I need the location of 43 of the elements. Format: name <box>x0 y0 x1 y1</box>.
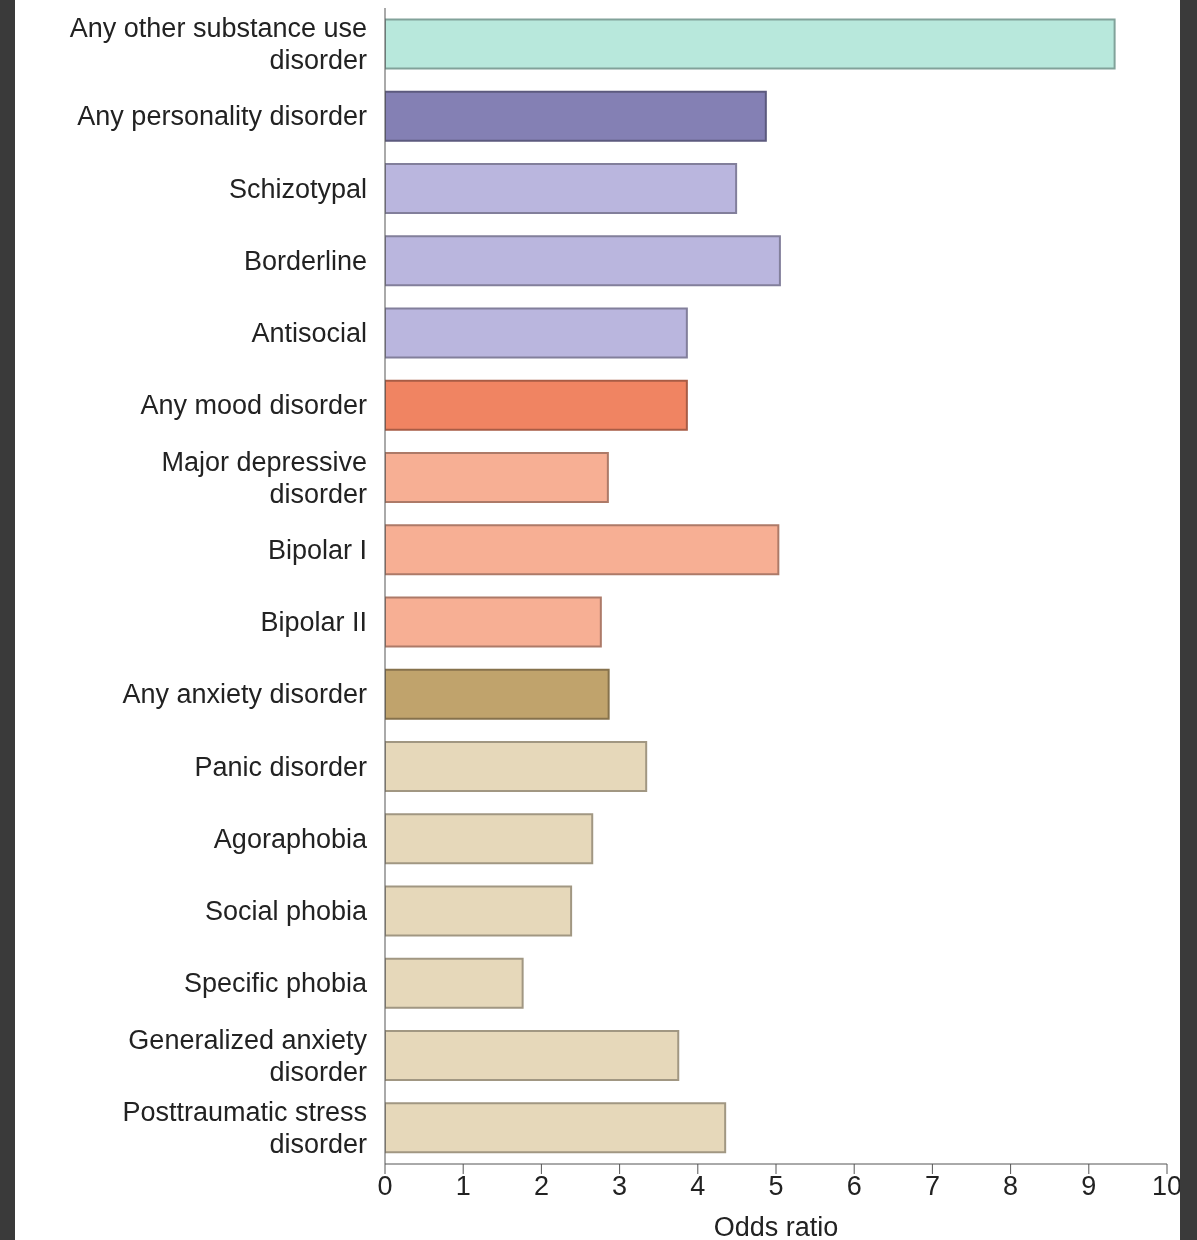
x-tick-label: 3 <box>612 1171 628 1202</box>
bar <box>385 452 609 504</box>
bar <box>385 741 648 793</box>
y-tick-label: Antisocial <box>251 318 367 349</box>
x-tick-label: 4 <box>690 1171 706 1202</box>
y-tick-label: Any other substance use disorder <box>69 13 368 76</box>
y-tick-label: Any personality disorder <box>77 101 367 132</box>
x-axis-title: Odds ratio <box>713 1212 839 1240</box>
y-tick-label: Bipolar I <box>267 534 367 565</box>
bar <box>385 596 602 648</box>
bar <box>385 307 688 359</box>
bar <box>385 90 767 142</box>
x-tick-label: 1 <box>455 1171 471 1202</box>
bar <box>385 813 594 865</box>
y-tick-label: Posttraumatic stress disorder <box>122 1096 368 1159</box>
x-tick-label: 2 <box>533 1171 549 1202</box>
y-tick-label: Schizotypal <box>228 173 367 204</box>
bar <box>385 957 524 1009</box>
y-tick-label: Any anxiety disorder <box>122 679 368 710</box>
y-tick-label: Major depressive disorder <box>161 446 368 509</box>
x-tick-label: 6 <box>846 1171 862 1202</box>
y-tick-label: Specific phobia <box>183 968 368 999</box>
y-tick-label: Social phobia <box>204 896 368 927</box>
bar <box>385 1030 680 1082</box>
bar <box>385 18 1116 70</box>
y-tick-label: Agoraphobia <box>213 823 368 854</box>
bar <box>385 379 688 431</box>
y-tick-label: Any mood disorder <box>140 390 367 421</box>
y-tick-label: Bipolar II <box>260 607 367 638</box>
bar <box>385 668 610 720</box>
bar <box>385 235 781 287</box>
x-tick-label: 9 <box>1081 1171 1097 1202</box>
y-tick-label: Borderline <box>243 245 367 276</box>
y-tick-label: Panic disorder <box>194 751 367 782</box>
x-tick-label: 7 <box>924 1171 940 1202</box>
x-tick-label: 8 <box>1003 1171 1019 1202</box>
x-tick-label: 5 <box>768 1171 784 1202</box>
bar <box>385 163 738 215</box>
bar <box>385 524 780 576</box>
bar <box>385 885 573 937</box>
y-tick-label: Generalized anxiety disorder <box>128 1024 368 1087</box>
x-tick-label: 0 <box>377 1171 393 1202</box>
bar <box>385 1102 727 1154</box>
